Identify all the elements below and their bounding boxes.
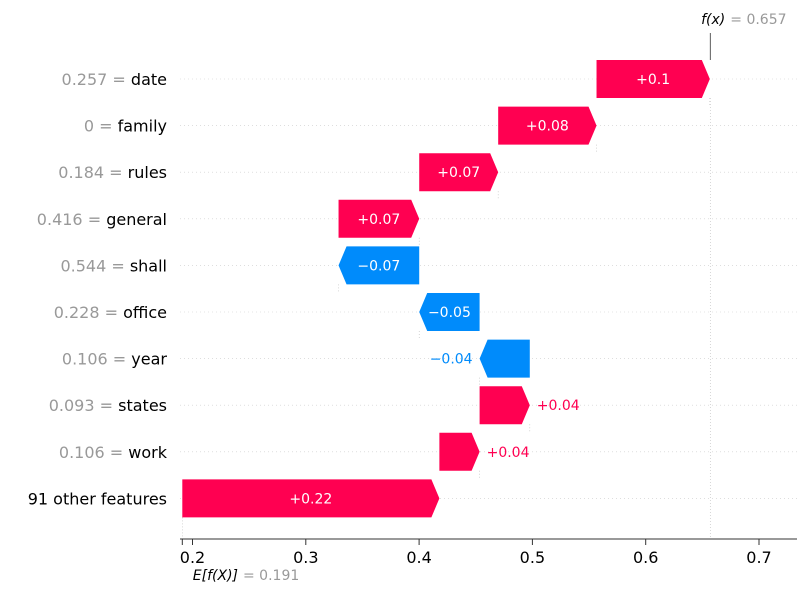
feature-label: 0.416 = general [37,210,167,229]
feature-value: 0.544 = [60,256,129,275]
feature-labels: 0.257 = date 0 = family 0.184 = rules 0.416… [28,70,168,508]
bar-value-label: +0.07 [357,212,400,228]
feature-label: 0.228 = office [54,303,167,322]
feature-value: 0.184 = [58,163,127,182]
feature-value: 0.257 = [62,70,131,89]
bar-shall [338,246,420,285]
feature-label: 0.106 = year [62,350,168,369]
feature-value: 0.106 = [59,443,128,462]
base-value-label: = 0.191 [243,568,299,584]
bar-value-label: +0.08 [526,119,569,135]
base-value-key: E[f(X)] [193,568,238,584]
bar-office [419,293,480,331]
bar-rules [419,153,499,192]
bar-value-label: −0.05 [428,305,471,321]
feature-value: 0 = [84,117,118,136]
reference-lines [182,33,711,539]
x-tick-label: 0.7 [746,548,771,567]
feature-label: 91 other features [28,489,167,508]
feature-name: work [128,443,167,462]
x-tick-label: 0.4 [406,548,431,567]
x-tick-label: 0.5 [520,548,545,567]
row-gridlines [180,78,797,499]
feature-value: 0.106 = [62,350,131,369]
bar-91-other-features [182,479,440,518]
x-tick-label: 0.6 [633,548,658,567]
bar-year [479,339,530,378]
feature-value: 0.416 = [37,210,106,229]
bar-value-label: +0.22 [289,491,332,507]
output-value-label: = 0.657 [730,12,786,28]
feature-name: family [118,117,167,136]
feature-label: 0.184 = rules [58,163,167,182]
feature-label: 0.257 = date [62,70,167,89]
feature-value: 0.093 = [49,396,118,415]
bar-work [439,432,480,471]
bar-value-label: −0.07 [357,258,400,274]
feature-name: rules [128,163,167,182]
feature-name: 91 other features [28,489,167,508]
feature-label: 0.544 = shall [60,256,167,275]
bar-general [338,199,420,238]
feature-name: office [123,303,167,322]
bar-value-label: +0.04 [487,445,530,461]
x-tick-label: 0.2 [180,548,205,567]
bars: +0.1 +0.08 +0.07 +0.07 −0.07 −0.05 −0.04 +0.04 +… [182,60,710,518]
bar-family [498,106,597,145]
feature-label: 0.093 = states [49,396,167,415]
feature-name: year [131,350,167,369]
feature-name: date [131,70,167,89]
bar-date [596,60,710,98]
output-value-key: f(x) [701,12,725,28]
feature-value: 0.228 = [54,303,123,322]
x-axis: 0.2 0.3 0.4 0.5 0.6 0.7 [180,538,797,567]
bar-value-label: +0.07 [437,165,480,181]
feature-label: 0.106 = work [59,443,168,462]
feature-name: states [118,396,167,415]
feature-name: general [106,210,167,229]
bar-value-label: −0.04 [430,352,473,368]
x-tick-label: 0.3 [293,548,318,567]
bar-value-label: +0.04 [537,398,580,414]
bar-states [479,386,530,425]
value-annotations: f(x) = 0.657 E[f(X)] = 0.191 [193,12,787,584]
feature-name: shall [130,256,167,275]
feature-label: 0 = family [84,117,167,136]
bar-value-label: +0.1 [636,72,670,88]
